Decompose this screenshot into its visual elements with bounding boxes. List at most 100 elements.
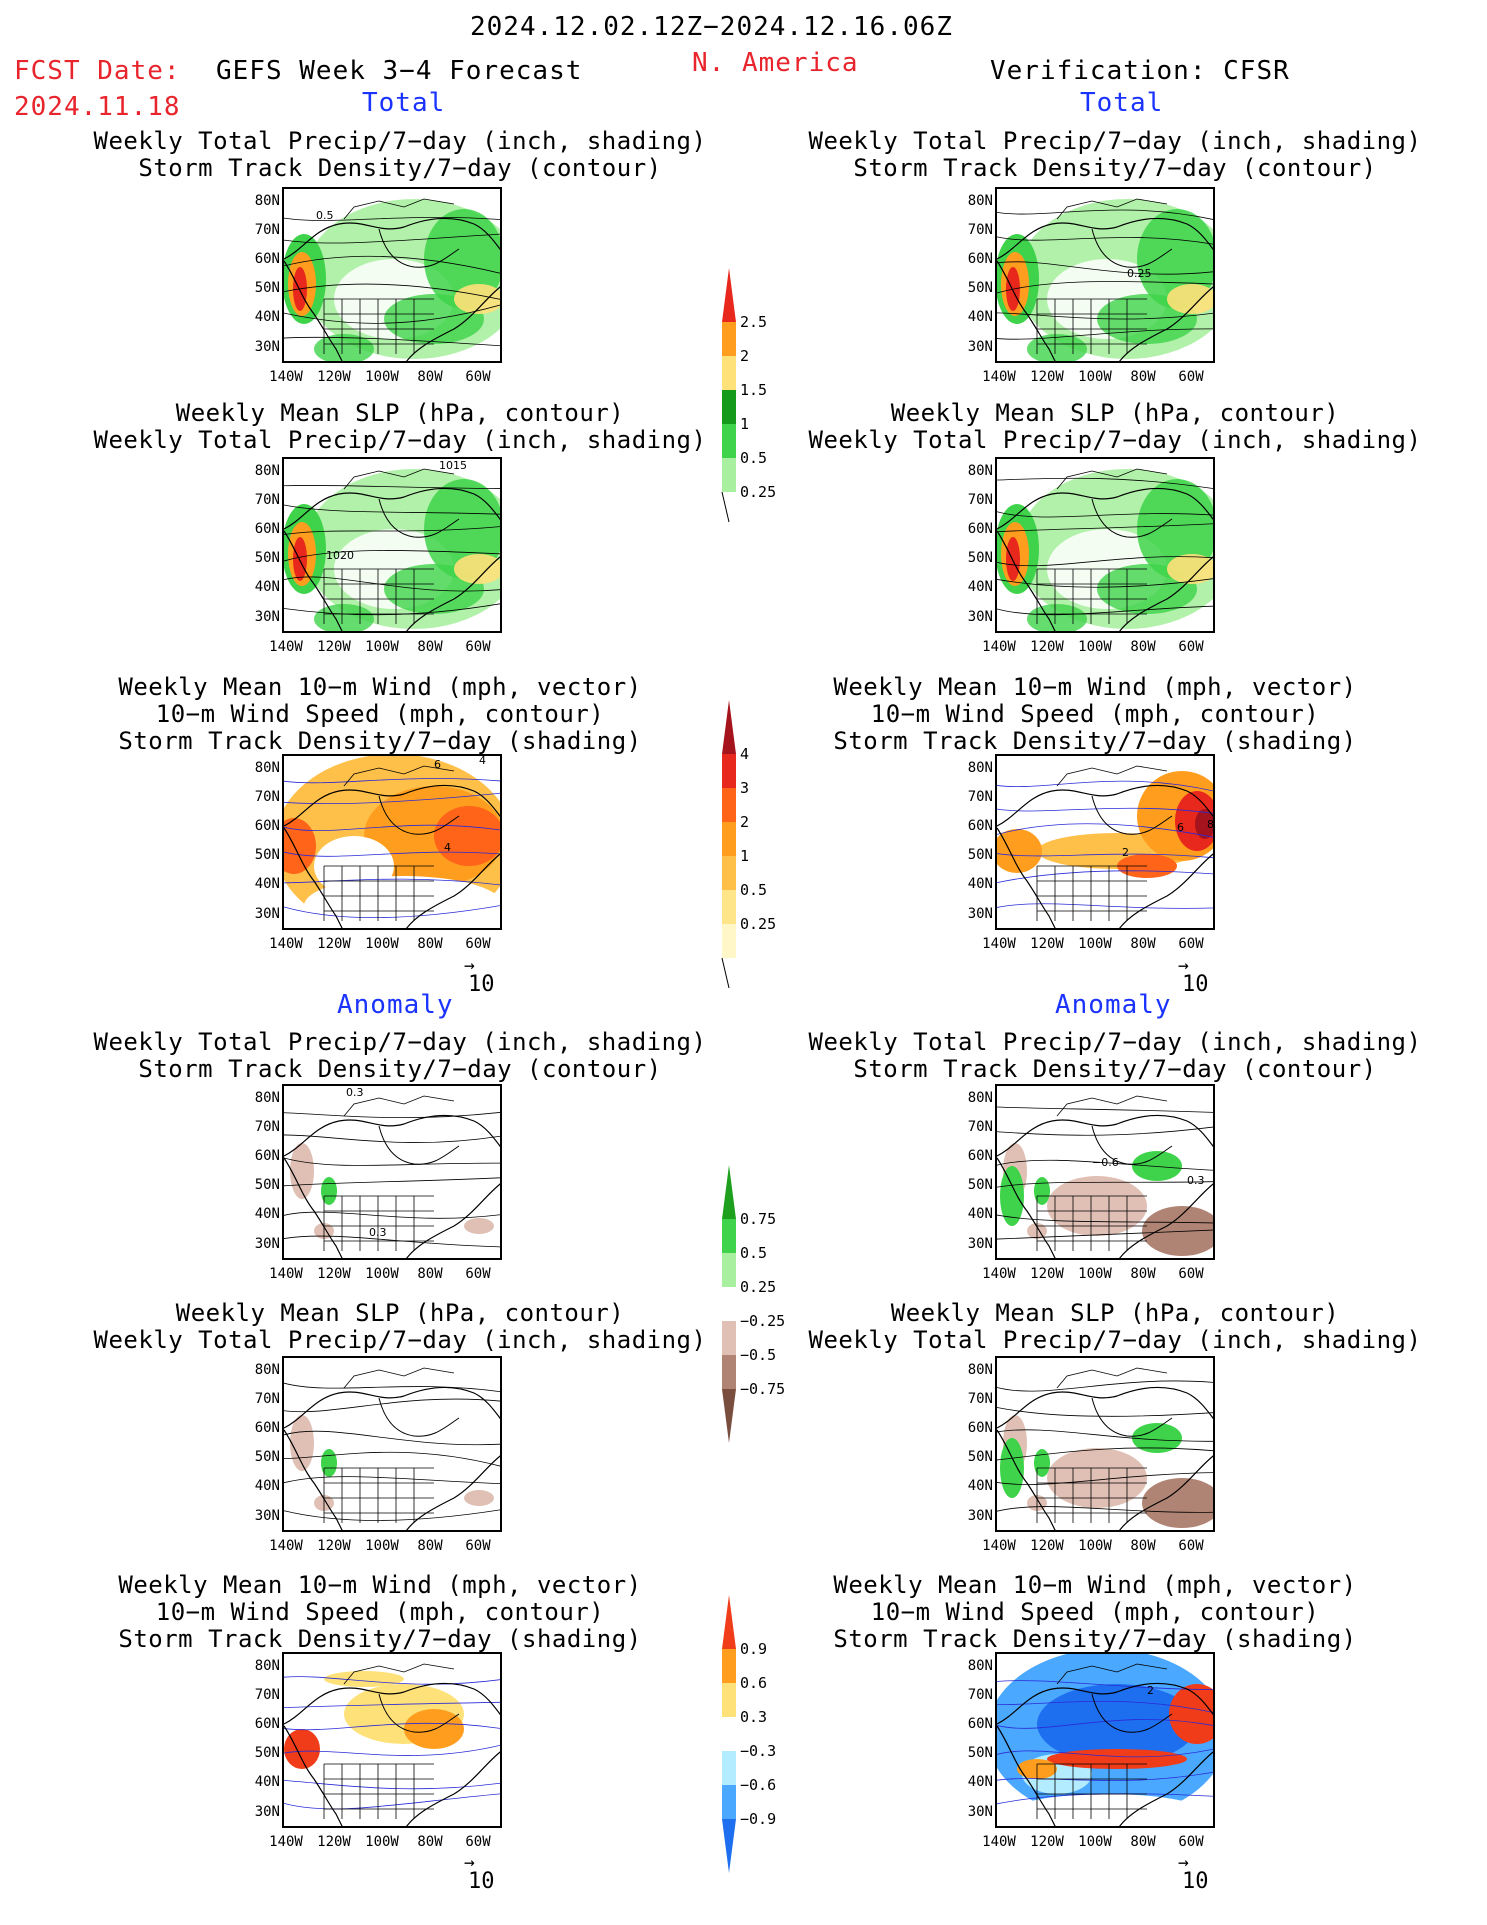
lon-tick-label: 60W [465, 1538, 491, 1554]
lat-tick-label: 80N [967, 1658, 993, 1674]
contour-line [997, 780, 1213, 792]
contour-line [284, 1157, 500, 1166]
coastline [406, 1455, 500, 1530]
contour-line [997, 477, 1213, 489]
map-total-precip-fcst: 0.5 [282, 187, 502, 363]
contour-label: 4 [444, 841, 451, 854]
precip-high [454, 284, 500, 314]
title-total-slp-obs: Weekly Mean SLP (hPa, contour) Weekly Tot… [808, 399, 1422, 454]
lon-tick-label: 60W [1178, 639, 1204, 655]
storm-anom-high [1047, 1749, 1187, 1769]
coastline [284, 487, 500, 530]
lat-tick-label: 50N [967, 1177, 993, 1193]
contour-line [284, 1382, 500, 1393]
contour-label: 6 [434, 758, 441, 771]
coastline [997, 1386, 1213, 1429]
lat-tick-label: 70N [967, 222, 993, 238]
contour-line [284, 603, 500, 616]
coastline [284, 1682, 500, 1725]
lon-tick-label: 140W [269, 1538, 303, 1554]
lon-tick-label: 80W [1130, 369, 1156, 385]
storm-high [284, 818, 316, 874]
coastline [1091, 795, 1173, 835]
lat-tick-label: 70N [254, 1687, 280, 1703]
contour-line [997, 1214, 1213, 1224]
colorbar-label: 0.3 [740, 1708, 768, 1726]
map-plot [997, 1367, 1213, 1530]
coastline [997, 260, 1056, 361]
contour-line [284, 1676, 500, 1685]
colorbar-label: −0.25 [740, 1312, 786, 1330]
storm-anom-light [324, 1671, 404, 1687]
colorbar-label: −0.3 [740, 1742, 777, 1760]
lon-tick-label: 100W [1078, 1266, 1112, 1282]
precip-medium [1137, 209, 1213, 309]
lat-tick-label: 50N [254, 847, 280, 863]
title-anom-precip-fcst: Weekly Total Precip/7−day (inch, shading… [93, 1028, 707, 1083]
title-total-slp-fcst: Weekly Mean SLP (hPa, contour) Weekly Tot… [93, 399, 707, 454]
lon-tick-label: 140W [982, 1538, 1016, 1554]
lon-tick-label: 100W [365, 936, 399, 952]
lat-tick-label: 70N [967, 1119, 993, 1135]
colorbar-swatch [722, 788, 736, 822]
contour-label: 1015 [439, 459, 467, 472]
contour-line [997, 853, 1213, 859]
lat-tick-label: 80N [967, 1362, 993, 1378]
lat-tick-label: 80N [254, 1658, 280, 1674]
coastline [406, 286, 500, 361]
map-anom-precip-obs: −0.6 0.3 [995, 1084, 1215, 1260]
lon-tick-label: 80W [1130, 1266, 1156, 1282]
lat-tick-label: 60N [967, 251, 993, 267]
map-anom-slp-fcst [282, 1356, 502, 1532]
contour-line [997, 281, 1213, 294]
coastline [997, 827, 1056, 928]
lat-tick-label: 40N [967, 579, 993, 595]
coastline [284, 1386, 500, 1429]
colorbar-precip-anom [722, 1165, 736, 1443]
coastline [284, 1429, 343, 1530]
contour-line [997, 870, 1213, 884]
map-plot [997, 468, 1213, 631]
colorbar-swatch [722, 856, 736, 890]
lat-tick-label: 40N [254, 876, 280, 892]
contour-line [284, 1476, 500, 1485]
lat-tick-label: 70N [967, 1391, 993, 1407]
lat-tick-label: 40N [967, 876, 993, 892]
lat-tick-label: 50N [967, 550, 993, 566]
contour-line [997, 1472, 1213, 1485]
contour-line [284, 1235, 500, 1248]
lat-tick-label: 50N [967, 1745, 993, 1761]
contour-line [284, 336, 500, 347]
title-total-wind-fcst: Weekly Mean 10−m Wind (mph, vector) 10−m … [118, 673, 642, 755]
lat-tick-label: 40N [254, 1774, 280, 1790]
colorbar-label: −0.6 [740, 1776, 777, 1794]
contour-line [284, 1112, 500, 1119]
title-total-wind-obs: Weekly Mean 10−m Wind (mph, vector) 10−m … [833, 673, 1357, 755]
contour-line [284, 1722, 500, 1731]
contour-line [284, 1134, 500, 1143]
contour-line [284, 1211, 500, 1219]
lon-tick-label: 100W [1078, 639, 1112, 655]
colorbar-swatch [722, 924, 736, 958]
contour-line [284, 1430, 500, 1446]
contour-line [284, 304, 500, 324]
lat-tick-label: 30N [967, 1804, 993, 1820]
section-total-left: Total [362, 88, 446, 118]
coastline [997, 217, 1213, 260]
title-anom-slp-obs: Weekly Mean SLP (hPa, contour) Weekly Tot… [808, 1299, 1422, 1354]
colorbar-label: 0.25 [740, 483, 777, 501]
contour-line [284, 576, 500, 592]
lon-tick-label: 60W [465, 1834, 491, 1850]
vector-ref-anom-left: → 10 [464, 1852, 495, 1895]
precip-anom-wet [321, 1449, 337, 1477]
colorbar-label: 0.9 [740, 1640, 768, 1658]
lat-tick-label: 30N [254, 1236, 280, 1252]
lon-tick-label: 140W [982, 369, 1016, 385]
lat-tick-label: 70N [967, 789, 993, 805]
lon-tick-label: 140W [269, 1266, 303, 1282]
precip-anom-very-dry [1142, 1206, 1213, 1256]
lon-tick-label: 100W [1078, 1538, 1112, 1554]
lon-tick-label: 140W [982, 1834, 1016, 1850]
contour-label: 2 [1147, 1684, 1154, 1697]
colorbar-swatch [722, 322, 736, 356]
